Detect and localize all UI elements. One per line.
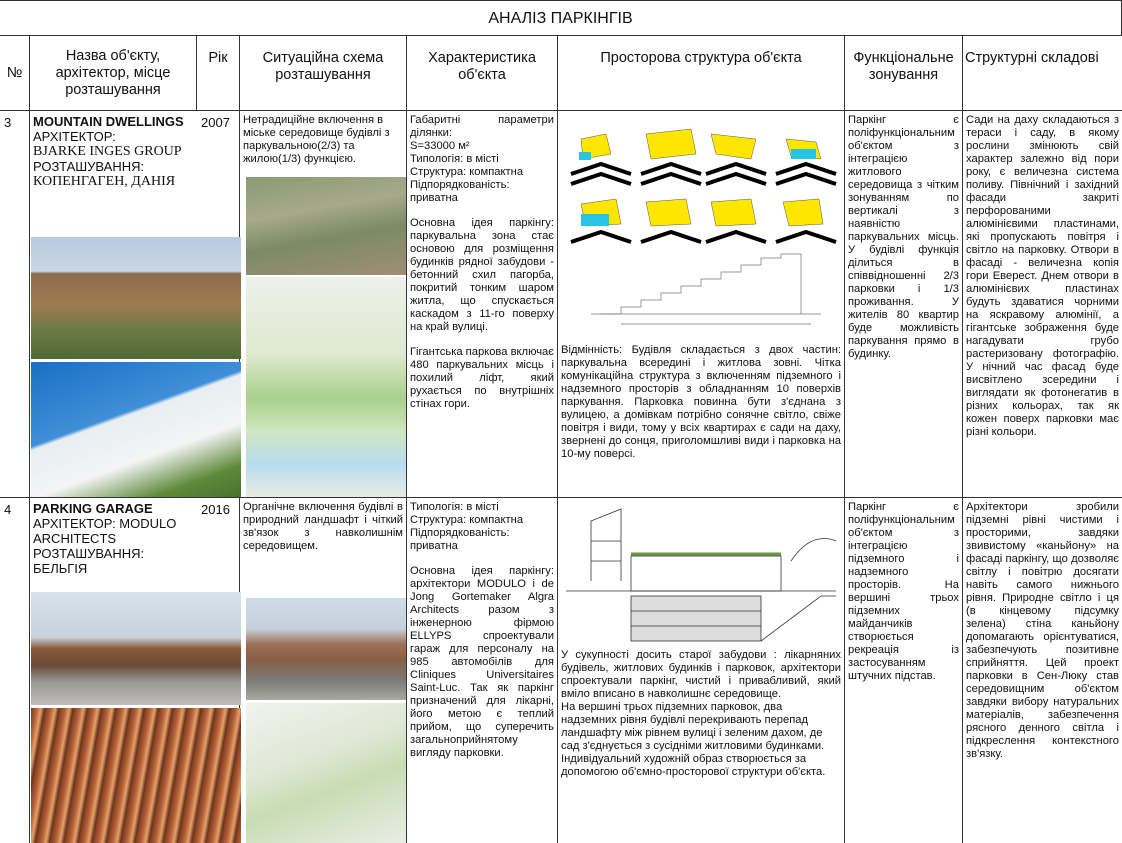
paragraph: На вершині трьох підземних парковок, два… (561, 701, 841, 779)
map (246, 703, 406, 843)
details: АРХІТЕКТОР: MODULO ARCHITECTS РОЗТАШУВАН… (33, 516, 194, 576)
paragraph: Підпорядкованість: приватна (410, 179, 554, 205)
photo (31, 362, 241, 497)
paragraph: Структура: компактна (410, 166, 554, 179)
architect: BJARKE INGES GROUP (33, 144, 194, 159)
page: АНАЛІЗ ПАРКІНГІВ № Назва об'єкту, архіте… (0, 0, 1122, 843)
row-number: 4 (0, 498, 30, 843)
header-cell: Рік (197, 36, 240, 111)
header-cell: Просторова структура об'єкта (558, 36, 845, 111)
diagram (561, 114, 841, 344)
paragraph: Структура: компактна (410, 514, 554, 527)
paragraph: Типологія: в місті (410, 501, 554, 514)
header-cell: № (0, 36, 30, 111)
location-label: РОЗТАШУВАННЯ: (33, 159, 194, 174)
structural-text: Сади на даху складаються з тераси і саду… (966, 114, 1119, 439)
characteristics-cell: Типологія: в місті Структура: компактна … (407, 498, 558, 843)
photo (31, 592, 241, 705)
photo (246, 598, 406, 700)
paragraph: Габаритні параметри ділянки: (410, 114, 554, 140)
paragraph: Відмінність: Будівля складається з двох … (561, 344, 841, 461)
header-cell: Структурні складові (963, 36, 1122, 111)
structural-cell: Архітектори зробили підземні рівні чисти… (963, 498, 1122, 843)
structural-text: Архітектори зробили підземні рівні чисти… (966, 501, 1119, 761)
section-drawing (561, 501, 841, 649)
photo (31, 708, 241, 843)
spatial-cell: Відмінність: Будівля складається з двох … (558, 111, 845, 498)
paragraph: S=33000 м² (410, 140, 554, 153)
situation-text: Нетрадиційне включення в міське середови… (243, 114, 403, 166)
paragraph: Типологія: в місті (410, 153, 554, 166)
paragraph: Основна ідея паркінгу: паркувальна зона … (410, 217, 554, 334)
functional-text: Паркінг є поліфункціональним об'єктом з … (848, 114, 959, 361)
photo (31, 237, 241, 359)
paragraph: Основна ідея паркінгу: архітектори MODUL… (410, 565, 554, 760)
location: КОПЕНГАГЕН, ДАНІЯ (33, 174, 194, 189)
functional-cell: Паркінг є поліфункціональним об'єктом з … (845, 111, 963, 498)
functional-cell: Паркінг є поліфункціональним об'єктом з … (845, 498, 963, 843)
structural-cell: Сади на даху складаються з тераси і саду… (963, 111, 1122, 498)
paragraph: У сукупності досить старої забудови : лі… (561, 649, 841, 701)
paragraph: Підпорядкованість: приватна (410, 527, 554, 553)
situation-text: Органічне включення будівлі в природний … (243, 501, 403, 553)
row-number: 3 (0, 111, 30, 498)
header-cell: Функціональне зонування (845, 36, 963, 111)
spatial-cell: У сукупності досить старої забудови : лі… (558, 498, 845, 843)
header-cell: Ситуаційна схема розташування (240, 36, 407, 111)
photo (246, 177, 406, 275)
map (246, 277, 406, 497)
header-cell: Назва об'єкту, архітектор, місце розташу… (30, 36, 197, 111)
header-cell: Характеристика об'єкта (407, 36, 558, 111)
architect-label: АРХІТЕКТОР: (33, 129, 194, 144)
object-name: PARKING GARAGE (33, 501, 194, 516)
title: АНАЛІЗ ПАРКІНГІВ (0, 0, 1122, 36)
characteristics-cell: Габаритні параметри ділянки: S=33000 м² … (407, 111, 558, 498)
object-name: MOUNTAIN DWELLINGS (33, 114, 194, 129)
functional-text: Паркінг є поліфункціональним об'єктом з … (848, 501, 959, 683)
paragraph: Гігантська паркова включає 480 паркуваль… (410, 346, 554, 411)
